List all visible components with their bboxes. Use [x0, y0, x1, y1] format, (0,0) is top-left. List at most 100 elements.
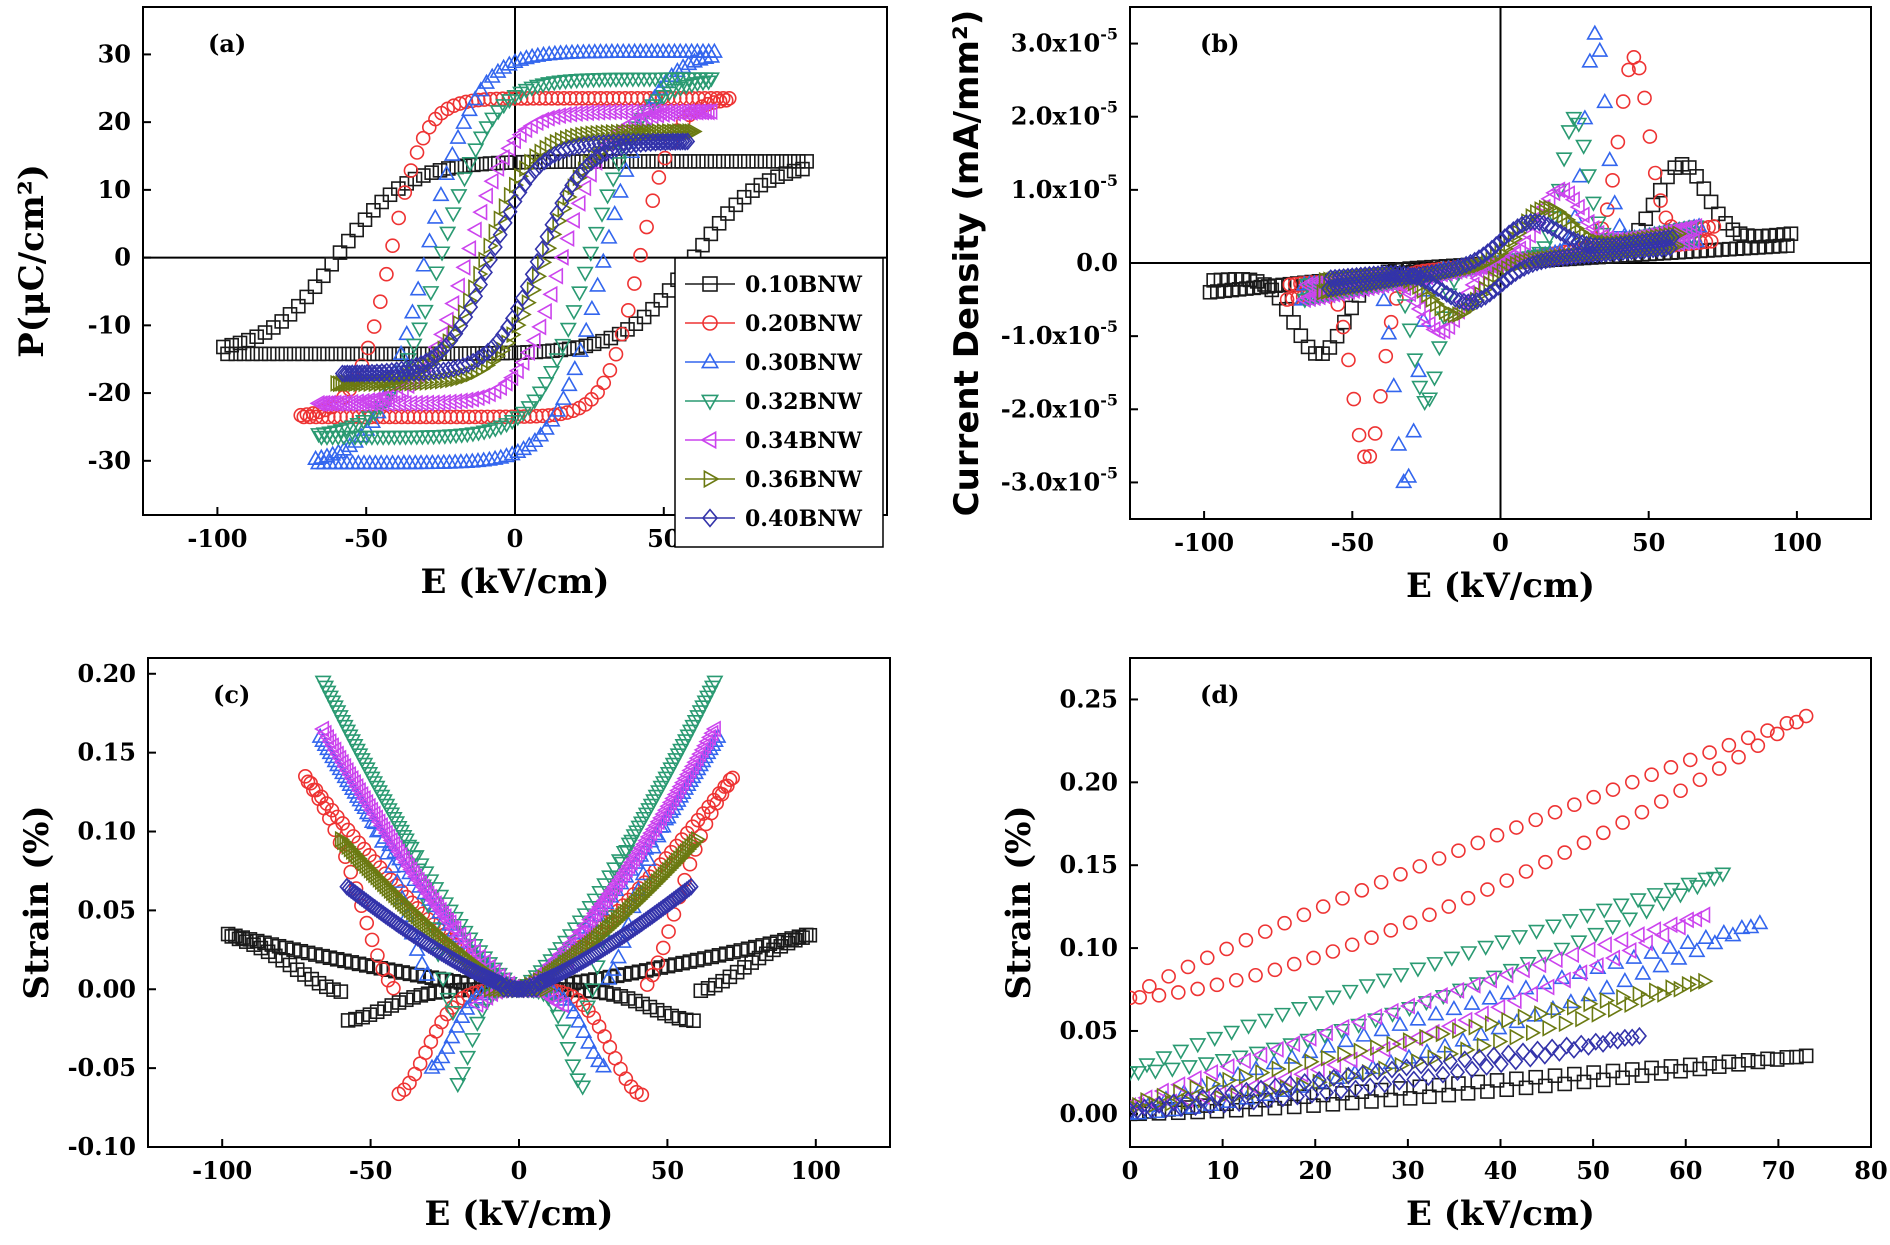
data-point	[1256, 1013, 1275, 1029]
data-point	[623, 1079, 639, 1094]
data-point	[1711, 1059, 1727, 1074]
data-point	[1255, 1064, 1271, 1082]
data-point	[1442, 1052, 1458, 1071]
data-point	[270, 346, 285, 362]
data-point	[1156, 1087, 1172, 1105]
y-tick-label: 0.25	[1060, 684, 1118, 713]
data-point	[1209, 1086, 1225, 1105]
data-point	[519, 277, 535, 296]
data-point	[392, 846, 408, 864]
data-point	[1637, 90, 1652, 106]
data-point	[1679, 933, 1697, 949]
data-point	[299, 289, 314, 305]
data-point	[1703, 234, 1719, 249]
data-point	[1798, 1048, 1814, 1064]
data-point	[1605, 782, 1621, 797]
data-point	[1682, 218, 1698, 236]
data-point	[1519, 956, 1537, 973]
data-point	[602, 881, 619, 899]
data-point	[674, 154, 689, 169]
data-point	[635, 811, 653, 828]
data-point	[321, 690, 339, 706]
data-point	[774, 154, 789, 169]
data-point	[674, 738, 692, 755]
data-point	[1544, 919, 1562, 935]
data-point	[352, 364, 368, 383]
data-point	[343, 770, 359, 788]
data-point	[331, 710, 349, 726]
data-point	[1525, 255, 1541, 274]
data-point	[463, 390, 479, 408]
data-point	[1637, 934, 1653, 952]
data-point	[559, 184, 575, 203]
data-point	[1354, 882, 1370, 898]
data-point	[1495, 274, 1511, 293]
data-point	[1340, 1066, 1356, 1085]
data-point	[645, 193, 661, 208]
data-point	[664, 892, 680, 911]
data-point	[1457, 1011, 1473, 1029]
data-point	[491, 347, 507, 365]
data-point	[1227, 1081, 1243, 1099]
data-point	[571, 341, 590, 358]
y-tick-label: -0.10	[68, 1132, 136, 1161]
x-tick-label: -100	[192, 1156, 252, 1185]
data-point	[1396, 299, 1414, 315]
data-point	[1533, 252, 1549, 271]
data-point	[431, 901, 447, 919]
data-point	[661, 793, 677, 811]
panel-c: -100 -50 0 50 100 -0.10 -0.05 0.00 0.05 0.10 0.15 0…	[17, 657, 891, 1234]
data-point	[1655, 896, 1673, 912]
data-point	[1544, 218, 1560, 237]
data-point	[1578, 235, 1594, 254]
data-point	[529, 252, 545, 271]
data-point	[1443, 1045, 1460, 1063]
data-point	[1318, 1083, 1335, 1102]
data-point	[1364, 930, 1379, 945]
data-point	[508, 362, 524, 380]
data-point	[366, 203, 381, 218]
data-point	[1464, 276, 1480, 294]
data-point	[381, 364, 397, 383]
data-point	[368, 822, 386, 838]
data-point	[621, 123, 637, 141]
data-point	[1460, 890, 1476, 906]
data-point	[1312, 1073, 1328, 1091]
data-point	[1247, 1084, 1263, 1102]
data-point	[443, 145, 461, 161]
data-point	[698, 733, 714, 751]
data-point	[1695, 906, 1711, 924]
y-axis-label: Strain (%)	[17, 805, 57, 999]
data-point	[697, 48, 715, 65]
data-point	[1413, 269, 1429, 288]
data-point	[228, 346, 244, 362]
data-point	[286, 346, 302, 362]
data-point	[1528, 1069, 1543, 1085]
series-group	[1202, 24, 1799, 489]
data-point	[641, 154, 656, 169]
data-point	[1325, 944, 1341, 959]
data-point	[691, 830, 707, 848]
data-point	[1740, 730, 1756, 746]
data-point	[1586, 789, 1601, 805]
data-point	[1567, 998, 1583, 1016]
data-point	[506, 89, 524, 106]
data-point	[554, 389, 572, 405]
data-point	[587, 226, 605, 242]
data-point	[1647, 165, 1663, 181]
data-point	[594, 252, 612, 268]
data-point	[578, 157, 595, 176]
data-point	[370, 948, 385, 963]
data-point	[494, 975, 510, 994]
legend-label: 0.20BNW	[745, 311, 862, 337]
data-point	[1681, 975, 1697, 993]
data-point	[586, 134, 602, 153]
data-point	[427, 882, 445, 898]
data-point	[1522, 1049, 1538, 1068]
data-point	[1572, 964, 1588, 982]
data-point	[1578, 908, 1596, 925]
data-point	[706, 731, 724, 747]
data-point	[483, 67, 501, 83]
data-point	[424, 891, 440, 909]
series-0.40BNW	[1130, 1026, 1647, 1120]
